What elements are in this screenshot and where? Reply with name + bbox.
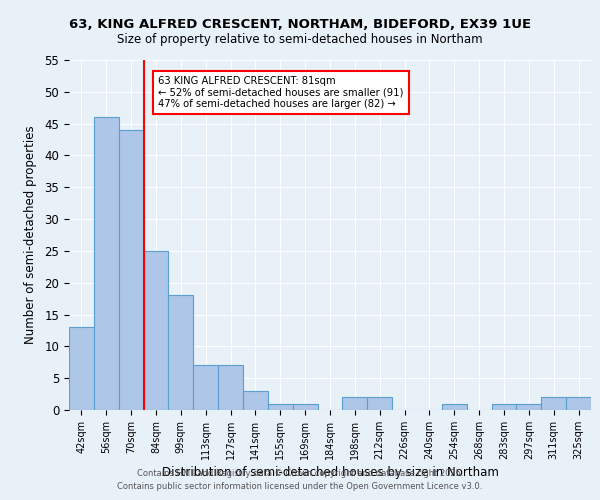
- Text: 63 KING ALFRED CRESCENT: 81sqm
← 52% of semi-detached houses are smaller (91)
47: 63 KING ALFRED CRESCENT: 81sqm ← 52% of …: [158, 76, 404, 109]
- Bar: [193, 366, 218, 410]
- Bar: [566, 398, 591, 410]
- Text: Size of property relative to semi-detached houses in Northam: Size of property relative to semi-detach…: [117, 32, 483, 46]
- Bar: [169, 296, 193, 410]
- Bar: [243, 391, 268, 410]
- X-axis label: Distribution of semi-detached houses by size in Northam: Distribution of semi-detached houses by …: [161, 466, 499, 479]
- Bar: [442, 404, 467, 410]
- Bar: [69, 328, 94, 410]
- Bar: [517, 404, 541, 410]
- Bar: [541, 398, 566, 410]
- Bar: [491, 404, 517, 410]
- Bar: [218, 366, 243, 410]
- Bar: [143, 251, 169, 410]
- Bar: [268, 404, 293, 410]
- Bar: [119, 130, 143, 410]
- Text: Contains HM Land Registry data © Crown copyright and database right 2025.
Contai: Contains HM Land Registry data © Crown c…: [118, 470, 482, 491]
- Bar: [367, 398, 392, 410]
- Text: 63, KING ALFRED CRESCENT, NORTHAM, BIDEFORD, EX39 1UE: 63, KING ALFRED CRESCENT, NORTHAM, BIDEF…: [69, 18, 531, 30]
- Y-axis label: Number of semi-detached properties: Number of semi-detached properties: [25, 126, 37, 344]
- Bar: [94, 118, 119, 410]
- Bar: [293, 404, 317, 410]
- Bar: [343, 398, 367, 410]
